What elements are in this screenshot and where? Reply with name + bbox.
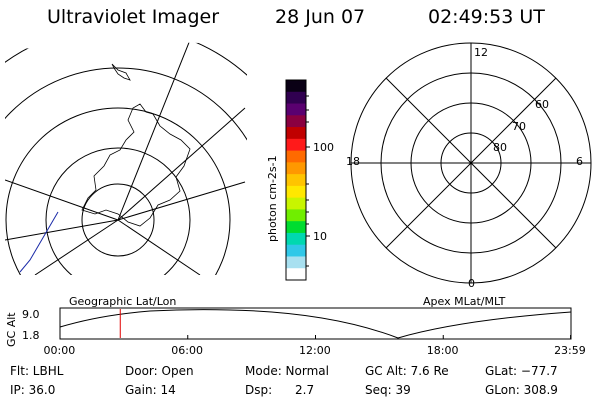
dsp-readout: Dsp: 2.7 xyxy=(245,383,315,397)
colorbar-cell xyxy=(286,244,306,257)
polar-diagonal-2 xyxy=(385,77,557,249)
meridian-7 xyxy=(34,219,119,275)
colorbar-cell xyxy=(286,91,306,105)
colorbar-cell xyxy=(286,80,306,93)
altitude-xtick-0000: 00:00 xyxy=(43,344,76,357)
colorbar-label-10: 10 xyxy=(313,230,327,243)
south-america-tip xyxy=(111,63,131,81)
meridian-3 xyxy=(117,107,246,221)
meridian-1 xyxy=(117,42,191,221)
polar-label-18: 18 xyxy=(346,155,360,168)
lat-circle-1 xyxy=(81,183,155,257)
time-label: 02:49:53 UT xyxy=(428,6,545,28)
seq-readout: Seq: 39 xyxy=(365,383,411,397)
colorbar-label-100: 100 xyxy=(313,141,334,154)
colorbar-cell xyxy=(286,209,306,222)
colorbar-cell xyxy=(286,256,306,269)
colorbar-cell xyxy=(286,174,306,187)
lat-circle-3 xyxy=(5,107,231,275)
colorbar-cell xyxy=(286,115,306,128)
meridian-4 xyxy=(5,179,119,221)
colorbar-cell xyxy=(286,268,306,281)
altitude-xtick-1800: 18:00 xyxy=(426,344,459,357)
glon-readout: GLon: 308.9 xyxy=(485,383,558,397)
date-label: 28 Jun 07 xyxy=(275,6,366,28)
colorbar-cell xyxy=(286,103,306,116)
altitude-xtick-2359: 23:59 xyxy=(554,344,586,357)
glat-readout: GLat: −77.7 xyxy=(485,364,558,378)
ip-readout: IP: 36.0 xyxy=(10,383,56,397)
door-readout: Door: Open xyxy=(125,364,194,378)
colorbar-cell xyxy=(286,162,306,175)
polar-label-80: 80 xyxy=(493,141,507,154)
meridian-5 xyxy=(5,219,119,241)
altitude-left-title: Geographic Lat/Lon xyxy=(69,295,177,308)
meridian-6 xyxy=(117,219,201,275)
meridian-2 xyxy=(117,181,246,221)
altitude-ytick-high: 9.0 xyxy=(22,308,40,321)
lat-circle-4 xyxy=(5,67,247,275)
colorbar-cell xyxy=(286,197,306,210)
colorbar-cell xyxy=(286,127,306,140)
gain-readout: Gain: 14 xyxy=(125,383,176,397)
polar-label-70: 70 xyxy=(512,120,526,133)
altitude-curve xyxy=(59,309,572,339)
colorbar-cell xyxy=(286,150,306,163)
gc-alt-readout: GC Alt: 7.6 Re xyxy=(365,364,449,378)
colorbar-cell xyxy=(286,138,306,152)
polar-label-60: 60 xyxy=(535,98,549,111)
polar-label-0: 0 xyxy=(468,277,475,290)
altitude-right-title: Apex MLat/MLT xyxy=(423,295,506,308)
altitude-ytick-low: 1.8 xyxy=(22,329,40,342)
filter-readout: Flt: LBHL xyxy=(10,364,64,378)
altitude-xtick-1200: 12:00 xyxy=(299,344,331,357)
app-title: Ultraviolet Imager xyxy=(47,6,220,28)
colorbar-cell xyxy=(286,221,306,234)
orbit-track xyxy=(19,211,59,273)
polar-label-6: 6 xyxy=(576,155,583,168)
lat-circle-2 xyxy=(45,147,191,275)
polar-label-12: 12 xyxy=(474,46,488,59)
colorbar-cell xyxy=(286,232,306,246)
antarctica-coastline xyxy=(81,103,191,227)
colorbar-cell xyxy=(286,185,306,199)
altitude-xtick-0600: 06:00 xyxy=(171,344,203,357)
mode-readout: Mode: Normal xyxy=(245,364,329,378)
